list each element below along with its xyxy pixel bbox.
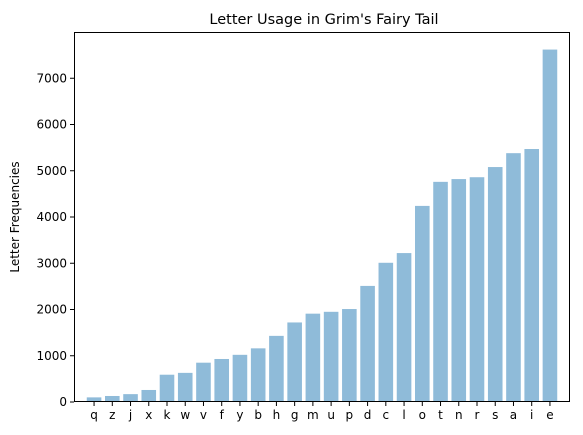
x-tick-label-f: f [220, 408, 225, 422]
bar-p [342, 309, 357, 402]
bar-q [86, 397, 102, 402]
x-tick-label-j: j [128, 408, 132, 422]
x-tick-label-n: n [455, 408, 463, 422]
bar-c [378, 262, 394, 402]
x-tick-label-z: z [109, 408, 115, 422]
bar-r [469, 177, 485, 402]
bar-y [232, 354, 248, 402]
bar-e [542, 49, 558, 402]
bar-f [214, 358, 229, 402]
x-tick-label-v: v [200, 408, 207, 422]
bar-x [141, 389, 157, 402]
bar-j [123, 394, 138, 402]
x-tick-label-y: y [236, 408, 243, 422]
x-tick-label-x: x [145, 408, 152, 422]
x-tick-label-d: d [364, 408, 372, 422]
bar-o [415, 205, 430, 402]
bar-s [487, 167, 503, 402]
bar-g [287, 322, 302, 402]
x-tick-label-q: q [90, 408, 98, 422]
bar-i [524, 149, 539, 402]
bar-n [451, 179, 467, 402]
x-tick-label-m: m [307, 408, 319, 422]
x-tick-label-g: g [291, 408, 299, 422]
bar-a [506, 153, 521, 402]
x-tick-label-s: s [492, 408, 498, 422]
x-tick-label-k: k [164, 408, 171, 422]
y-tick-label-2000: 2000 [36, 303, 67, 317]
y-tick-label-4000: 4000 [36, 210, 67, 224]
bar-l [396, 253, 412, 402]
bar-v [196, 362, 211, 402]
bar-b [250, 348, 266, 402]
x-tick-label-u: u [327, 408, 335, 422]
x-tick-label-i: i [530, 408, 533, 422]
x-tick-label-a: a [510, 408, 517, 422]
x-tick-label-r: r [475, 408, 480, 422]
bars-group [86, 49, 558, 402]
y-tick-label-0: 0 [59, 395, 67, 409]
plot-frame [74, 32, 570, 402]
x-tick-label-b: b [254, 408, 262, 422]
x-tick-label-l: l [402, 408, 405, 422]
x-tick-label-t: t [438, 408, 443, 422]
y-tick-label-5000: 5000 [36, 164, 67, 178]
y-axis-label: Letter Frequencies [8, 161, 22, 272]
y-tick-label-6000: 6000 [36, 118, 67, 132]
x-tick-label-h: h [273, 408, 281, 422]
bar-k [159, 374, 175, 402]
y-tick-label-1000: 1000 [36, 349, 67, 363]
bar-u [323, 311, 339, 402]
x-tick-label-o: o [419, 408, 426, 422]
bar-m [305, 313, 321, 402]
x-tick-label-p: p [346, 408, 354, 422]
bar-t [433, 181, 448, 402]
x-tick-label-c: c [383, 408, 390, 422]
x-tick-label-e: e [546, 408, 553, 422]
y-tick-label-3000: 3000 [36, 256, 67, 270]
bar-h [269, 335, 284, 402]
y-tick-label-7000: 7000 [36, 71, 67, 85]
bar-d [360, 285, 375, 402]
chart-title: Letter Usage in Grim's Fairy Tail [209, 12, 438, 28]
bar-z [105, 395, 120, 402]
y-ticks: 0 1000 2000 3000 4000 5000 6000 7000 [36, 71, 74, 409]
x-tick-label-w: w [180, 408, 190, 422]
bar-w [177, 372, 193, 402]
